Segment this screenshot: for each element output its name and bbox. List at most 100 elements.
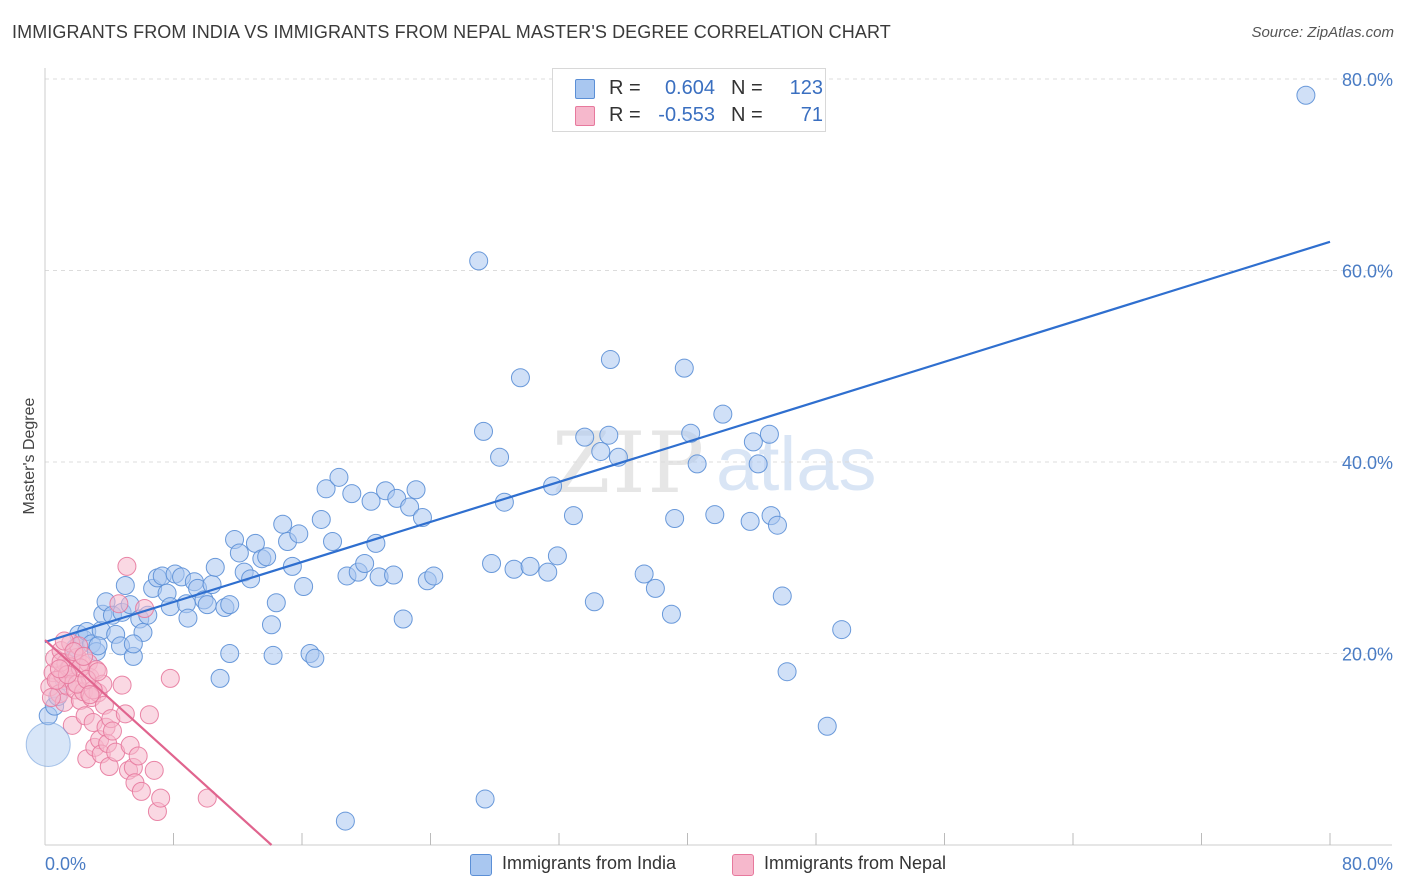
nepal-point <box>41 688 61 708</box>
nepal-swatch <box>575 106 595 126</box>
legend-india-swatch <box>470 854 492 876</box>
india-point <box>400 497 420 517</box>
india-point <box>25 721 71 767</box>
india-point <box>474 421 494 441</box>
india-point <box>563 506 583 526</box>
india-point <box>361 491 381 511</box>
nepal-point <box>151 788 171 808</box>
india-point <box>817 716 837 736</box>
india-point <box>748 454 768 474</box>
nepal-point <box>128 746 148 766</box>
watermark-zip: ZIP <box>552 414 706 512</box>
legend-india-label: Immigrants from India <box>502 853 677 873</box>
india-point <box>674 358 694 378</box>
nepal-point <box>102 721 122 741</box>
y-tick-label-40: 40.0% <box>1342 453 1393 473</box>
india-point <box>600 350 620 370</box>
nepal-point <box>160 668 180 688</box>
india-point <box>335 811 355 831</box>
nepal-n-label: N = <box>731 104 763 126</box>
nepal-r-label: R = <box>609 104 641 126</box>
india-point <box>263 645 283 665</box>
nepal-point <box>62 715 82 735</box>
india-point <box>759 424 779 444</box>
nepal-point <box>80 685 100 705</box>
y-tick-label-80: 80.0% <box>1342 70 1393 90</box>
india-trend-line <box>44 240 1331 644</box>
nepal-point <box>49 659 69 679</box>
india-r-value: 0.604 <box>664 77 715 99</box>
legend-nepal-swatch <box>732 854 754 876</box>
nepal-point <box>139 705 159 725</box>
india-point <box>257 547 277 567</box>
nepal-point <box>144 760 164 780</box>
nepal-point <box>112 675 132 695</box>
india-point <box>705 505 725 525</box>
india-point <box>681 423 701 443</box>
india-point <box>510 368 530 388</box>
india-point <box>229 543 249 563</box>
tick-labels: 20.0% 40.0% 60.0% 80.0% 0.0% 80.0% <box>45 70 1393 874</box>
nepal-point <box>88 662 108 682</box>
india-point <box>323 531 343 551</box>
india-point <box>772 586 792 606</box>
india-swatch <box>575 79 595 99</box>
india-point <box>547 546 567 566</box>
india-point <box>584 592 604 612</box>
nepal-trend-line <box>44 639 273 846</box>
india-point <box>591 441 611 461</box>
watermark-atlas: atlas <box>716 422 877 507</box>
india-point <box>305 648 325 668</box>
india-point <box>311 509 331 529</box>
nepal-n-value: 71 <box>800 104 823 126</box>
india-point <box>329 467 349 487</box>
india-point <box>342 484 362 504</box>
india-point <box>393 609 413 629</box>
india-point <box>424 566 444 586</box>
india-point <box>832 620 852 640</box>
india-point <box>490 447 510 467</box>
india-n-label: N = <box>731 77 763 99</box>
india-point <box>743 432 763 452</box>
y-axis-label: Master's Degree <box>21 397 38 514</box>
nepal-point <box>197 788 217 808</box>
source-label: Source: ZipAtlas.com <box>1251 24 1394 41</box>
india-point <box>178 608 198 628</box>
india-point <box>220 644 240 663</box>
india-point <box>687 454 707 474</box>
chart-title: IMMIGRANTS FROM INDIA VS IMMIGRANTS FROM… <box>12 22 891 42</box>
nepal-r-value: -0.553 <box>658 104 715 126</box>
correlation-legend: R = 0.604 N = 123 R = -0.553 N = 71 <box>552 68 826 132</box>
india-point <box>261 615 281 635</box>
trend-lines <box>44 240 1331 846</box>
nepal-point <box>109 594 129 614</box>
y-tick-label-20: 20.0% <box>1342 645 1393 665</box>
india-point <box>740 511 760 531</box>
india-point <box>520 556 540 576</box>
watermark: ZIP atlas <box>552 414 877 512</box>
india-point <box>205 557 225 577</box>
india-point <box>634 564 654 584</box>
india-point <box>469 251 489 271</box>
india-point <box>210 668 230 688</box>
x-tick-label-min: 0.0% <box>45 854 86 874</box>
india-point <box>294 576 314 596</box>
india-point <box>289 524 309 544</box>
india-point <box>197 595 217 615</box>
nepal-point <box>131 781 151 801</box>
india-point <box>282 556 302 576</box>
india-point <box>1296 85 1316 105</box>
india-point <box>366 533 386 553</box>
x-tick-label-max: 80.0% <box>1342 854 1393 874</box>
india-n-value: 123 <box>789 77 823 99</box>
india-point <box>777 662 797 682</box>
nepal-point <box>74 646 94 666</box>
india-point <box>316 479 336 499</box>
nepal-point <box>117 556 137 576</box>
india-point <box>713 404 733 424</box>
india-point <box>661 604 681 624</box>
india-point <box>475 789 495 809</box>
india-point <box>88 636 108 656</box>
india-point <box>645 578 665 598</box>
